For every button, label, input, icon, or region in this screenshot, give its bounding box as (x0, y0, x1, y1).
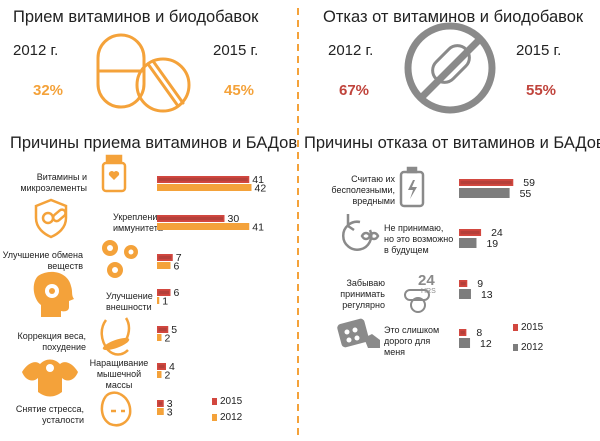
refuse-bar-2012 (459, 188, 510, 198)
refusal-year-2012: 2012 г. (328, 42, 374, 59)
intake-pct-2012: 32% (33, 82, 64, 99)
take-value-2012: 1 (162, 296, 168, 308)
take-bar-2015-inner (158, 177, 248, 182)
take-value-2012: 2 (165, 370, 171, 382)
24hrs-pill-icon: 24 HRS (404, 272, 436, 313)
take-value-2015: 7 (176, 252, 182, 264)
take-value-2015: 5 (171, 324, 177, 336)
intake-year-2015: 2015 г. (213, 42, 259, 59)
take-legend-2015-label: 2015 (220, 396, 243, 407)
take-label-3: Улучшение обмена веществ (2, 250, 83, 271)
take-label-5: Коррекция веса, похудение (17, 331, 86, 352)
take-label-2: Укрепление иммунитета (113, 212, 163, 233)
take-legend-2012-label: 2012 (220, 412, 243, 423)
refuse-legend-2012-label: 2012 (521, 342, 544, 353)
take-value-2012: 6 (174, 261, 180, 273)
clock-infinity-icon (341, 214, 380, 251)
intake-year-2012: 2012 г. (13, 42, 59, 59)
take-bar-2015-inner (158, 364, 165, 369)
take-value-2015: 6 (174, 287, 180, 299)
refuse-value-2015: 59 (523, 177, 535, 189)
take-value-2015: 3 (167, 398, 173, 410)
refusal-year-2015: 2015 г. (516, 42, 562, 59)
vitamin-jar-icon (101, 154, 127, 193)
no-pill-icon (404, 22, 496, 114)
refuse-value-2012: 12 (480, 338, 492, 350)
refuse-value-2015: 8 (476, 327, 482, 339)
take-value-2015: 41 (252, 174, 264, 186)
refusal-pct-2015: 55% (526, 82, 557, 99)
refuse-value-2015: 9 (477, 278, 483, 290)
take-legend-2015-swatch (212, 398, 217, 405)
take-label-4: Улучшение внешности (106, 291, 153, 312)
take-label-1: Витамины и микроэлементы (20, 172, 87, 193)
battery-icon (399, 166, 425, 208)
take-bar-2015-inner (158, 216, 223, 221)
take-value-2015: 30 (228, 213, 240, 225)
refusal-title: Отказ от витаминов и биодобавок (323, 8, 584, 26)
refuse-value-2012: 13 (481, 289, 493, 301)
take-value-2012: 2 (165, 333, 171, 345)
take-bar-2015-inner (158, 401, 163, 406)
take-legend-2012-swatch (212, 414, 217, 421)
refuse-value-2012: 55 (520, 188, 532, 200)
muscle-icon (22, 359, 78, 397)
take-bar-2015-inner (158, 255, 172, 260)
pill-icon (96, 33, 191, 113)
legends: 2015 2012 2015 2012 (212, 322, 544, 423)
icon-24-text: 24 (418, 272, 435, 289)
refuse-legend-2015-swatch (513, 324, 518, 331)
refusal-pct-2012: 67% (339, 82, 370, 99)
take-value-2012: 41 (252, 222, 264, 234)
gears-icon (102, 240, 138, 278)
take-bar-2015-inner (158, 327, 167, 332)
shield-pills-icon (34, 198, 68, 239)
take-bar-2012 (157, 297, 160, 304)
refuse-bar-2015-inner (460, 180, 512, 185)
refuse-legend-2012-swatch (513, 344, 518, 351)
head-icon (33, 271, 74, 317)
take-value-2015: 4 (169, 361, 175, 373)
take-reasons-title: Причины приема витаминов и БАДов (10, 134, 298, 152)
tired-face-icon (100, 391, 132, 427)
take-bar-2012 (157, 184, 252, 191)
refuse-bar-2015-inner (460, 330, 465, 335)
refuse-bar-2015-inner (460, 281, 466, 286)
take-label-6: Наращивание мышечной массы (89, 358, 149, 390)
refuse-label-3: Забываю принимать регулярно (340, 278, 385, 310)
refuse-bar-2012 (459, 238, 477, 248)
refuse-label-2: Не принимаю, но это возможно в будущем (384, 223, 454, 255)
refuse-legend-2015-label: 2015 (521, 322, 544, 333)
refuse-bar-2012 (459, 338, 471, 348)
take-bar-2012 (157, 334, 162, 341)
take-bar-2012 (157, 408, 164, 415)
price-pills-icon (337, 318, 380, 348)
take-bar-2015-inner (158, 290, 169, 295)
refuse-value-2012: 19 (486, 238, 498, 250)
take-bar-2012 (157, 371, 162, 378)
intake-title: Прием витаминов и биодобавок (13, 8, 259, 26)
take-label-7: Снятие стресса, усталости (15, 404, 84, 425)
refuse-reasons-title: Причины отказа от витаминов и БАДов (304, 134, 600, 152)
take-bar-2012 (157, 262, 171, 269)
intake-pct-2015: 45% (224, 82, 255, 99)
refuse-label-1: Считаю их бесполезными, вредными (331, 174, 395, 206)
refuse-bar-2015-inner (460, 230, 480, 235)
scale-body-icon (100, 317, 131, 356)
refuse-value-2015: 24 (491, 227, 503, 239)
refuse-bar-2012 (459, 289, 471, 299)
refuse-label-4: Это слишком дорого для меня (384, 325, 440, 357)
take-value-2012: 3 (167, 407, 173, 419)
take-value-2012: 42 (255, 183, 267, 195)
take-bar-2012 (157, 223, 250, 230)
